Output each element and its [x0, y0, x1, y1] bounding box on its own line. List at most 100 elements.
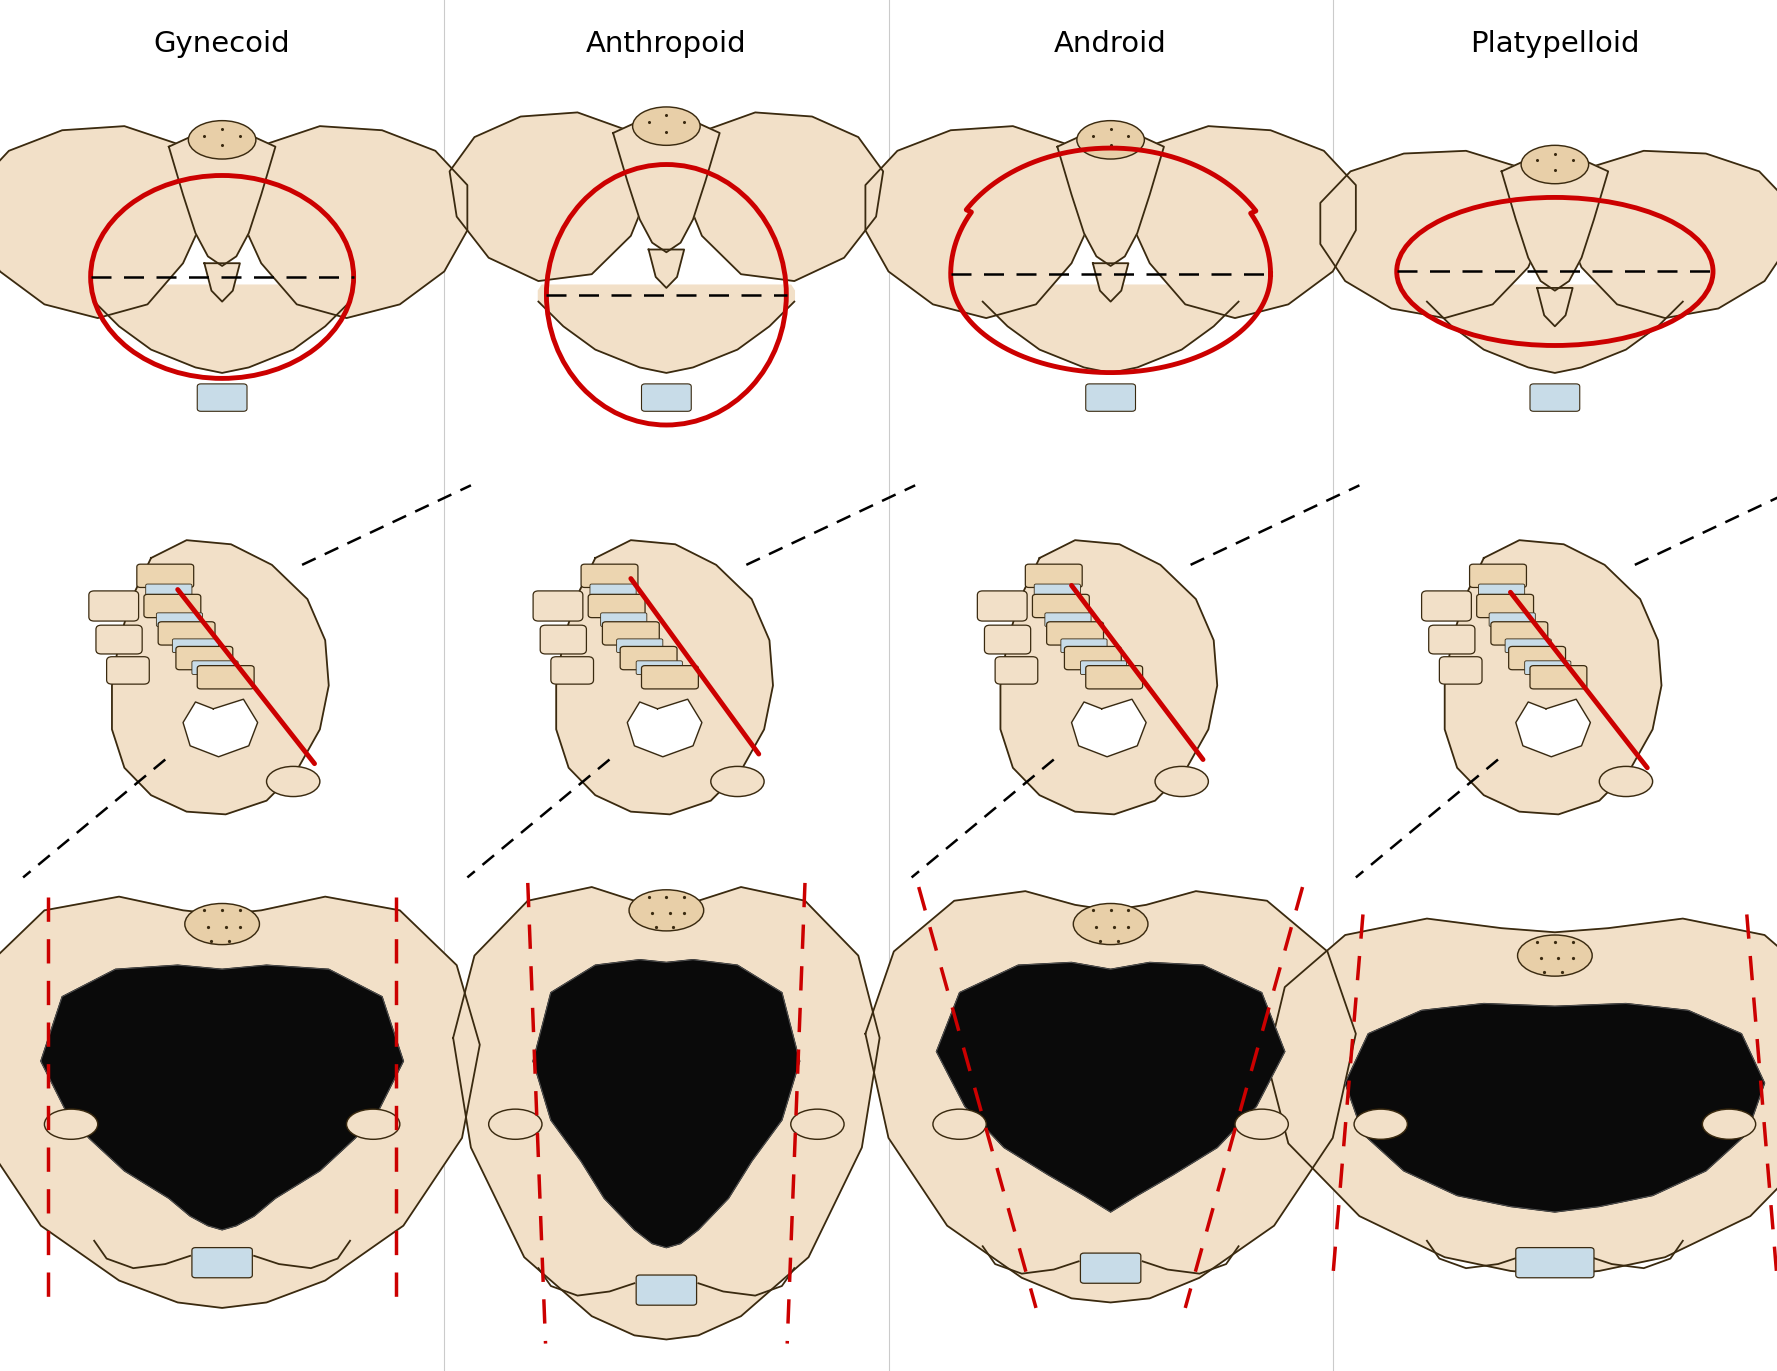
Polygon shape	[169, 129, 275, 266]
Polygon shape	[538, 285, 794, 373]
FancyBboxPatch shape	[1489, 613, 1535, 627]
Polygon shape	[1445, 540, 1661, 814]
FancyBboxPatch shape	[1491, 621, 1548, 644]
FancyBboxPatch shape	[1032, 594, 1089, 617]
Text: Android: Android	[1054, 30, 1167, 58]
FancyBboxPatch shape	[1516, 1248, 1594, 1278]
FancyBboxPatch shape	[1429, 625, 1475, 654]
FancyBboxPatch shape	[1045, 613, 1091, 627]
FancyBboxPatch shape	[1080, 1253, 1141, 1283]
FancyBboxPatch shape	[1047, 621, 1104, 644]
FancyBboxPatch shape	[1470, 565, 1526, 587]
FancyBboxPatch shape	[107, 657, 149, 684]
Polygon shape	[1516, 699, 1590, 757]
FancyBboxPatch shape	[977, 591, 1027, 621]
FancyBboxPatch shape	[197, 384, 247, 411]
Polygon shape	[183, 699, 258, 757]
Ellipse shape	[1518, 935, 1592, 976]
FancyBboxPatch shape	[602, 621, 659, 644]
Polygon shape	[1564, 151, 1777, 318]
Polygon shape	[453, 887, 880, 1339]
FancyBboxPatch shape	[197, 666, 254, 688]
FancyBboxPatch shape	[588, 594, 645, 617]
Polygon shape	[0, 897, 480, 1308]
FancyBboxPatch shape	[533, 591, 583, 621]
Polygon shape	[1267, 919, 1777, 1275]
FancyBboxPatch shape	[590, 584, 636, 598]
Ellipse shape	[791, 1109, 844, 1139]
Ellipse shape	[267, 766, 320, 797]
Polygon shape	[613, 115, 720, 252]
Polygon shape	[865, 891, 1356, 1302]
FancyBboxPatch shape	[636, 661, 682, 675]
Polygon shape	[112, 540, 329, 814]
Ellipse shape	[629, 890, 704, 931]
Ellipse shape	[489, 1109, 542, 1139]
Ellipse shape	[44, 1109, 98, 1139]
Ellipse shape	[1155, 766, 1208, 797]
Polygon shape	[627, 699, 702, 757]
FancyBboxPatch shape	[137, 565, 194, 587]
Ellipse shape	[933, 1109, 986, 1139]
Polygon shape	[1345, 1004, 1765, 1212]
FancyBboxPatch shape	[156, 613, 203, 627]
Ellipse shape	[711, 766, 764, 797]
Ellipse shape	[1073, 903, 1148, 945]
Polygon shape	[1320, 151, 1546, 318]
FancyBboxPatch shape	[636, 1275, 697, 1305]
FancyBboxPatch shape	[1530, 384, 1580, 411]
Ellipse shape	[185, 903, 259, 945]
Ellipse shape	[1077, 121, 1144, 159]
FancyBboxPatch shape	[540, 625, 586, 654]
Ellipse shape	[188, 121, 256, 159]
FancyBboxPatch shape	[995, 657, 1038, 684]
FancyBboxPatch shape	[641, 384, 691, 411]
Ellipse shape	[1599, 766, 1653, 797]
FancyBboxPatch shape	[158, 621, 215, 644]
Polygon shape	[231, 126, 467, 318]
Polygon shape	[556, 540, 773, 814]
Text: Anthropoid: Anthropoid	[586, 30, 746, 58]
Polygon shape	[1502, 154, 1608, 291]
FancyBboxPatch shape	[1505, 639, 1551, 653]
FancyBboxPatch shape	[1025, 565, 1082, 587]
FancyBboxPatch shape	[551, 657, 594, 684]
FancyBboxPatch shape	[1422, 591, 1471, 621]
Polygon shape	[533, 960, 800, 1248]
FancyBboxPatch shape	[1080, 661, 1127, 675]
Polygon shape	[0, 126, 213, 318]
FancyBboxPatch shape	[144, 594, 201, 617]
Polygon shape	[936, 962, 1285, 1212]
FancyBboxPatch shape	[96, 625, 142, 654]
FancyBboxPatch shape	[601, 613, 647, 627]
FancyBboxPatch shape	[172, 639, 219, 653]
FancyBboxPatch shape	[1478, 584, 1525, 598]
FancyBboxPatch shape	[1086, 384, 1136, 411]
FancyBboxPatch shape	[620, 646, 677, 669]
Polygon shape	[1000, 540, 1217, 814]
FancyBboxPatch shape	[1086, 666, 1143, 688]
FancyBboxPatch shape	[176, 646, 233, 669]
Polygon shape	[41, 965, 403, 1230]
Polygon shape	[1120, 126, 1356, 318]
FancyBboxPatch shape	[192, 661, 238, 675]
Ellipse shape	[347, 1109, 400, 1139]
FancyBboxPatch shape	[1477, 594, 1534, 617]
Ellipse shape	[1235, 1109, 1288, 1139]
Polygon shape	[1427, 285, 1683, 373]
Polygon shape	[1072, 699, 1146, 757]
Ellipse shape	[1702, 1109, 1756, 1139]
Polygon shape	[94, 285, 350, 373]
FancyBboxPatch shape	[1064, 646, 1121, 669]
Polygon shape	[1093, 263, 1128, 302]
FancyBboxPatch shape	[641, 666, 698, 688]
FancyBboxPatch shape	[1061, 639, 1107, 653]
Polygon shape	[204, 263, 240, 302]
Text: Gynecoid: Gynecoid	[155, 30, 290, 58]
FancyBboxPatch shape	[984, 625, 1031, 654]
Polygon shape	[649, 250, 684, 288]
Polygon shape	[983, 285, 1239, 373]
Ellipse shape	[633, 107, 700, 145]
Polygon shape	[1057, 129, 1164, 266]
Ellipse shape	[1521, 145, 1589, 184]
